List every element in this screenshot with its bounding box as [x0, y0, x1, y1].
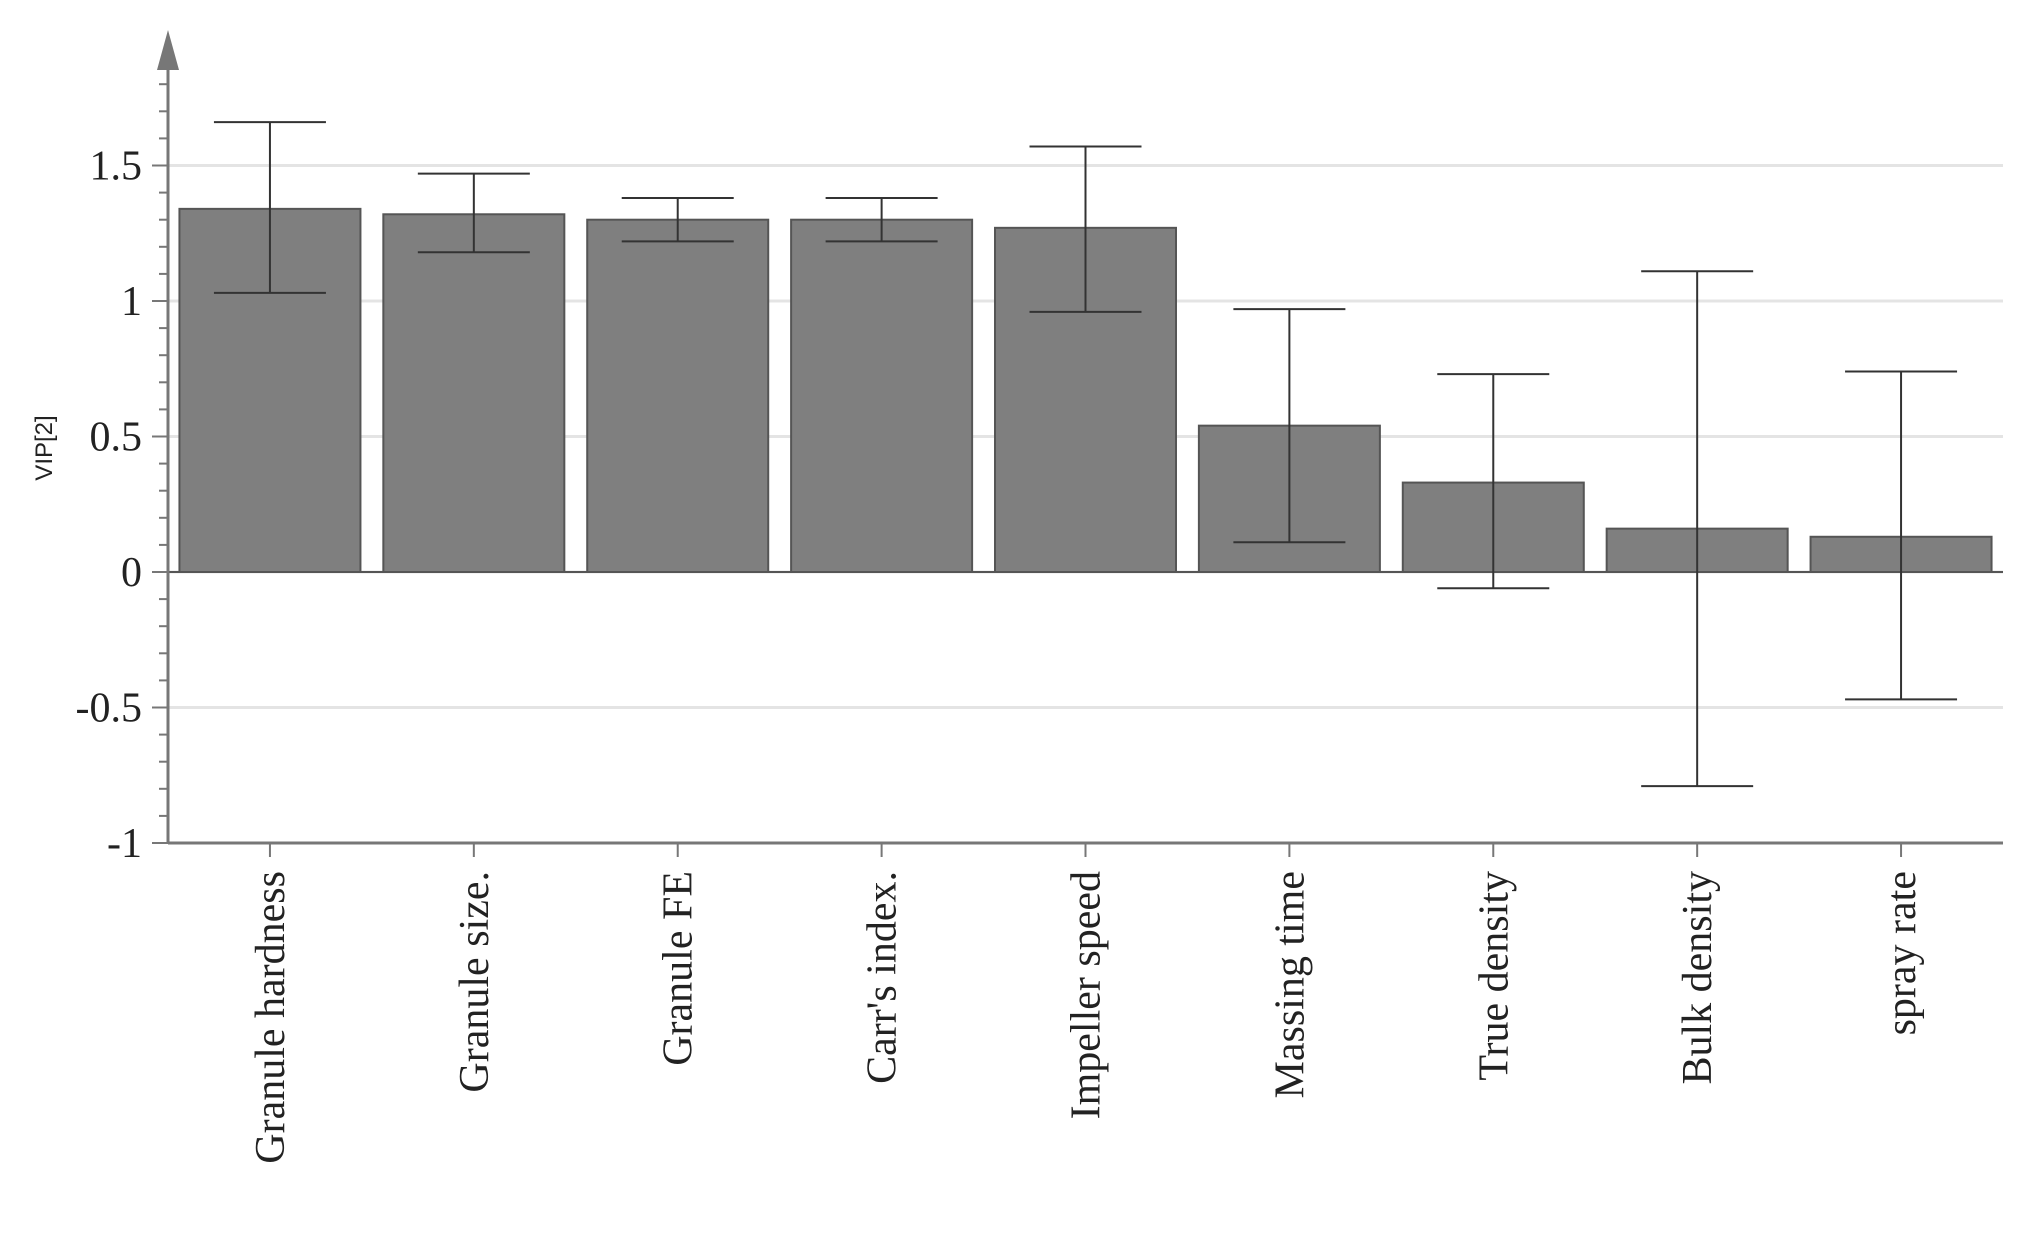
x-category-label: Massing time [1267, 871, 1313, 1099]
x-category-label: Granule FE [656, 871, 702, 1066]
x-category-label: Granule size. [452, 871, 498, 1093]
bar [586, 218, 770, 573]
y-tick-label: -1 [107, 821, 142, 867]
y-tick-label: 0 [121, 550, 142, 596]
y-tick-label: 1 [121, 279, 142, 325]
x-category-label: spray rate [1879, 871, 1925, 1035]
y-tick-label: 1.5 [90, 144, 143, 190]
x-category-label: Impeller speed [1064, 871, 1110, 1119]
bar [382, 213, 566, 573]
y-tick-label: 0.5 [90, 415, 143, 461]
x-category-label: Granule hardness [248, 871, 294, 1164]
x-category-labels: Granule hardness Granule size. Granule FE C… [248, 843, 1925, 1164]
y-ticks: -1 -0.5 0 0.5 1 1.5 [76, 83, 168, 867]
x-category-label: Carr's index. [860, 871, 906, 1084]
error-bars [213, 121, 1958, 788]
y-axis-label: VIP[2] [31, 415, 58, 480]
y-axis-arrow [157, 30, 179, 70]
bar [790, 218, 974, 573]
bars [168, 207, 2003, 574]
x-category-label: True density [1471, 871, 1517, 1081]
x-category-label: Bulk density [1675, 871, 1721, 1085]
y-tick-label: -0.5 [76, 686, 143, 732]
